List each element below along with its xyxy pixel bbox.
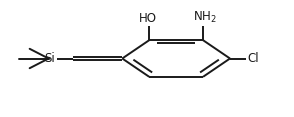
Text: HO: HO — [139, 12, 157, 25]
Text: Si: Si — [44, 52, 55, 65]
Text: NH$_2$: NH$_2$ — [193, 10, 216, 25]
Text: Cl: Cl — [248, 52, 259, 65]
